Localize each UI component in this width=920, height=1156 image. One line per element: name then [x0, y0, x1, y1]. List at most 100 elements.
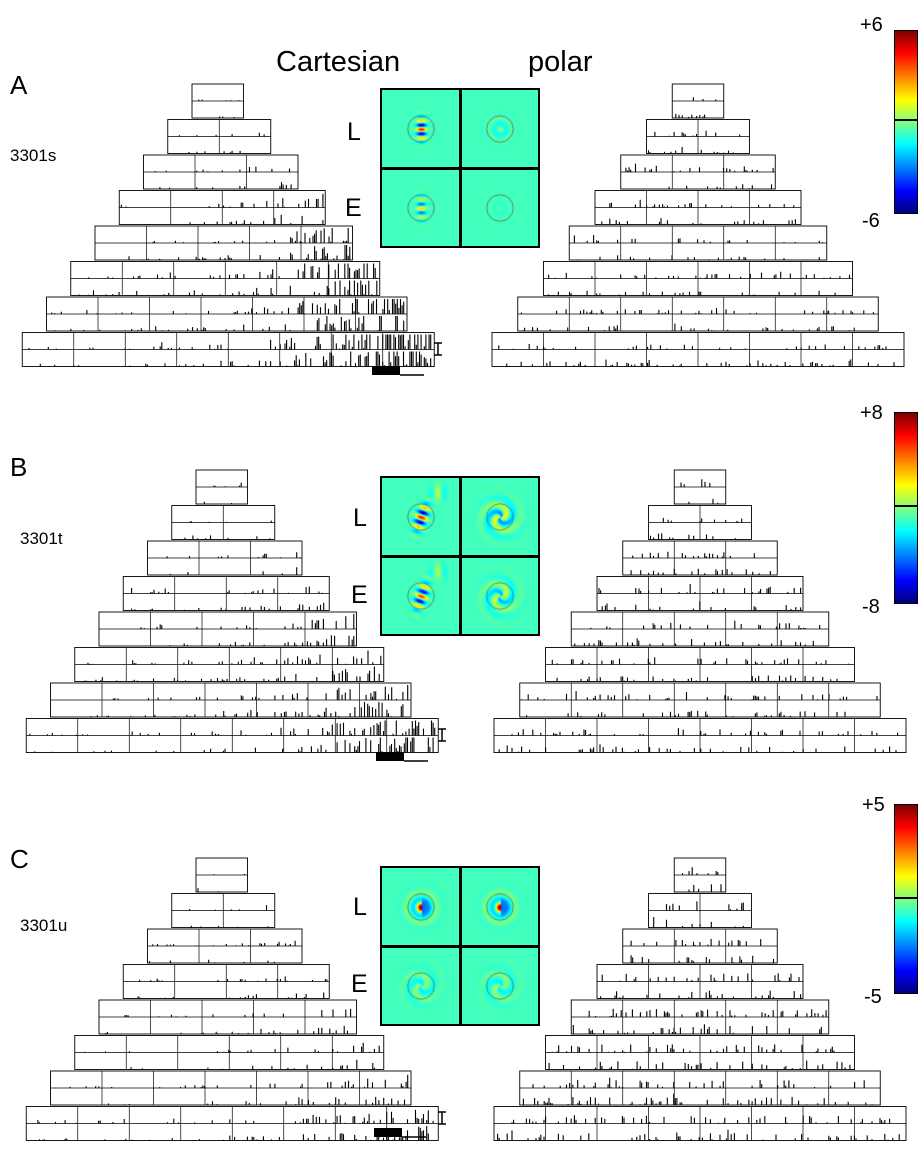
panel-a: A 3301s L E +6 -6: [0, 0, 920, 380]
histogram-row: [594, 190, 802, 225]
cartesian-L-map: [382, 90, 460, 168]
row-label-E: E: [351, 970, 368, 998]
colorbar-max: +6: [860, 14, 883, 36]
histogram-row: [147, 540, 303, 576]
histogram-row: [493, 718, 907, 753]
histogram-row: [519, 682, 881, 718]
row-label-E: E: [345, 194, 362, 222]
histogram-row: [21, 332, 435, 367]
panel-letter: A: [10, 70, 28, 100]
histogram-row: [195, 469, 248, 505]
histogram-row: [50, 682, 412, 718]
histogram-row: [70, 261, 381, 296]
histogram-row: [122, 964, 330, 999]
colorbar-min: -5: [864, 986, 882, 1008]
colorbar-zero-tick: [895, 897, 917, 899]
histogram-row: [568, 225, 828, 261]
histogram-row: [25, 718, 439, 753]
cartesian-histogram-pyramid: [25, 857, 439, 1141]
colorbar-min: -6: [862, 210, 880, 232]
histogram-row: [545, 647, 855, 682]
histogram-row: [167, 119, 272, 154]
histogram-row: [620, 154, 776, 190]
histogram-row: [46, 296, 408, 332]
histogram-row: [543, 261, 853, 296]
cartesian-E-map: [382, 169, 460, 247]
cartesian-histogram-pyramid: [25, 469, 439, 753]
colorbar-max: +5: [862, 794, 885, 816]
scale-bar: [374, 1111, 446, 1138]
row-label-E: E: [351, 581, 368, 609]
cell-label: 3301s: [10, 146, 57, 165]
histogram-row: [570, 611, 830, 647]
histogram-row: [648, 505, 752, 540]
histogram-row: [195, 857, 248, 893]
histogram-row: [171, 505, 276, 540]
histogram-row: [147, 928, 303, 964]
histogram-row: [646, 119, 750, 154]
polar-histogram-pyramid: [493, 469, 907, 753]
polar-E-map: [461, 557, 539, 635]
receptive-field-maps: [380, 866, 540, 1026]
histogram-row: [673, 857, 727, 893]
colorbar-min: -8: [862, 596, 880, 618]
scale-bar: [372, 342, 442, 376]
map-divider: [380, 167, 540, 170]
histogram-row: [98, 999, 357, 1035]
map-divider: [380, 555, 540, 558]
colorbar: [894, 412, 918, 604]
cartesian-header: Cartesian: [276, 46, 401, 78]
cartesian-L-map: [382, 478, 460, 556]
row-label-L: L: [353, 504, 367, 532]
colorbar-zero-tick: [895, 119, 917, 121]
panel-letter: C: [10, 844, 29, 874]
histogram-row: [94, 225, 353, 261]
row-label-L: L: [347, 118, 361, 146]
histogram-row: [98, 611, 357, 647]
histogram-row: [596, 964, 804, 999]
histogram-row: [519, 1070, 881, 1106]
histogram-row: [491, 332, 905, 367]
polar-header: polar: [528, 46, 593, 78]
cartesian-E-map: [382, 947, 460, 1025]
polar-histogram-pyramid: [493, 857, 907, 1141]
receptive-field-maps: [380, 88, 540, 248]
colorbar-max: +8: [860, 402, 883, 424]
histogram-row: [622, 540, 778, 576]
histogram-row: [74, 1035, 385, 1070]
histogram-row: [122, 576, 330, 611]
histogram-row: [493, 1106, 907, 1141]
cell-label: 3301u: [20, 916, 68, 935]
polar-histogram-pyramid: [491, 83, 905, 367]
histogram-row: [570, 999, 830, 1035]
histogram-row: [74, 647, 385, 682]
cartesian-L-map: [382, 868, 460, 946]
colorbar: [894, 30, 918, 214]
histogram-row: [673, 469, 727, 505]
panel-b: B 3301t L E +8 -8: [0, 384, 920, 764]
histogram-row: [191, 83, 244, 119]
histogram-row: [671, 83, 725, 119]
cartesian-histogram-pyramid: [21, 83, 435, 367]
cartesian-E-map: [382, 557, 460, 635]
scale-bar: [376, 728, 446, 762]
histogram-row: [648, 893, 752, 928]
polar-L-map: [461, 868, 539, 946]
histogram-row: [143, 154, 299, 190]
cell-label: 3301t: [20, 529, 63, 548]
histogram-row: [171, 893, 276, 928]
panel-letter: B: [10, 452, 28, 482]
map-divider: [380, 945, 540, 948]
histogram-row: [517, 296, 879, 332]
row-label-L: L: [353, 893, 367, 921]
receptive-field-maps: [380, 476, 540, 636]
colorbar-zero-tick: [895, 505, 917, 507]
polar-E-map: [461, 947, 539, 1025]
polar-E-map: [461, 169, 539, 247]
histogram-row: [118, 190, 326, 225]
colorbar: [894, 804, 918, 994]
histogram-row: [596, 576, 804, 611]
histogram-row: [50, 1070, 412, 1106]
histogram-row: [622, 928, 778, 964]
polar-L-map: [461, 478, 539, 556]
